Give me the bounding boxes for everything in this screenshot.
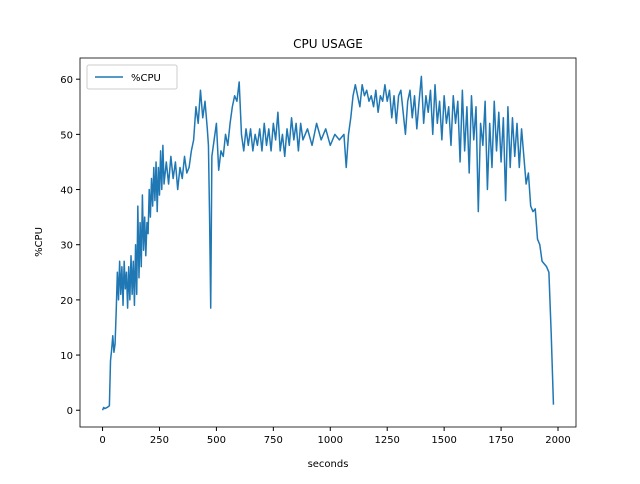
line-series (101, 75, 555, 411)
y-tick-label: 10 (60, 351, 73, 362)
y-tick-label: 50 (60, 130, 73, 141)
x-tick-label: 1750 (488, 435, 513, 446)
legend-label: %CPU (131, 73, 161, 84)
y-tick-label: 60 (60, 75, 73, 86)
y-tick-label: 0 (67, 406, 73, 417)
x-tick-label: 1250 (374, 435, 399, 446)
x-tick-label: 1500 (431, 435, 456, 446)
chart-title: CPU USAGE (293, 37, 363, 51)
x-axis-label: seconds (308, 459, 349, 470)
x-tick-label: 500 (207, 435, 226, 446)
y-tick-label: 40 (60, 186, 73, 197)
x-tick-label: 250 (150, 435, 169, 446)
x-tick-label: 1000 (318, 435, 343, 446)
x-tick-label: 0 (99, 435, 105, 446)
y-tick-label: 30 (60, 241, 73, 252)
x-tick-label: 750 (264, 435, 283, 446)
legend-box (86, 64, 178, 90)
y-axis-label: %CPU (34, 227, 45, 257)
y-tick-label: 20 (60, 296, 73, 307)
axes-frame (79, 57, 577, 428)
x-tick-label: 2000 (545, 435, 570, 446)
